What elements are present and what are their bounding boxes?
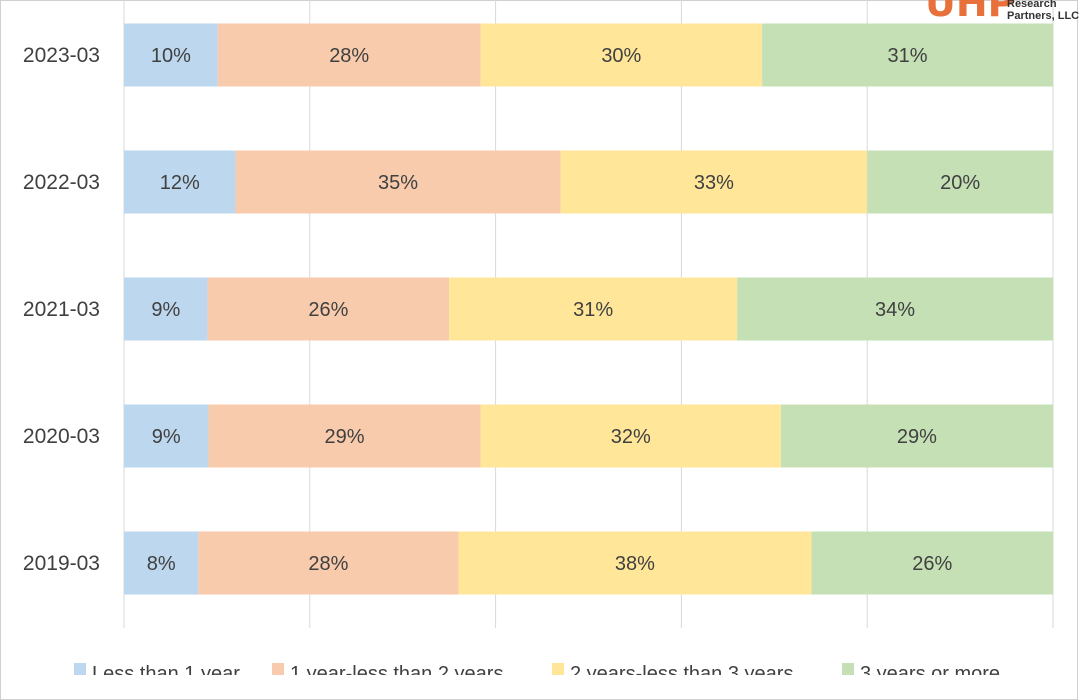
bar-segment [235,150,561,214]
data-label: 8% [147,553,176,575]
company-logo: UHP Research Partners, LLC [925,0,1079,25]
category-label: 2019-03 [23,552,100,575]
category-label: 2020-03 [23,425,100,448]
bar-segment [124,404,209,468]
bar-segment [867,150,1053,214]
bar-segment [207,277,450,341]
data-label: 9% [152,426,181,448]
data-label: 28% [329,45,369,67]
legend-label: 3 years or more [860,663,1000,675]
bars: 10% 28% 30% 31% 12% 35% 33% 20% 9% 26% 31% 34% 9% 29%… [124,23,1053,595]
gridlines [123,0,1054,628]
bar-segment [208,404,481,468]
data-label: 20% [940,172,980,194]
logo-line-2: Partners, LLC [1007,10,1079,22]
data-label: 29% [325,426,365,448]
data-label: 35% [378,172,418,194]
bar-segment [124,277,208,341]
bar-segment [217,23,481,87]
category-label: 2023-03 [23,44,100,67]
data-label: 26% [912,553,952,575]
stacked-bar-chart: 10% 28% 30% 31% 12% 35% 33% 20% 9% 26% 31% 34% 9% 29%… [23,0,1079,675]
legend-swatch [552,663,564,675]
data-label: 9% [151,299,180,321]
data-label: 31% [573,299,613,321]
legend: Less than 1 year 1 year-less than 2 years… [74,663,1000,675]
data-label: 32% [611,426,651,448]
bar-segment [780,404,1053,468]
data-label: 26% [308,299,348,321]
data-label: 28% [308,553,348,575]
bar-segment [124,531,199,595]
logo-mark: UHP [925,0,1016,25]
legend-label: Less than 1 year [92,663,240,675]
bar-segment [560,150,868,214]
legend-swatch [74,663,86,675]
bar-segment [480,404,781,468]
data-label: 38% [615,553,655,575]
category-label: 2021-03 [23,298,100,321]
bar-segment [480,23,763,87]
data-label: 33% [694,172,734,194]
bar-segment [124,23,218,87]
legend-label: 2 years-less than 3 years [570,663,793,675]
bar-segment [124,150,236,214]
data-label: 12% [160,172,200,194]
data-label: 10% [151,45,191,67]
data-label: 31% [888,45,928,67]
logo-line-1: Research [1007,0,1057,10]
bar-segment [449,277,738,341]
category-label: 2022-03 [23,171,100,194]
data-label: 29% [897,426,937,448]
legend-swatch [842,663,854,675]
data-label: 34% [875,299,915,321]
bar-segment [762,23,1053,87]
bar-segment [458,531,812,595]
bar-segment [737,277,1053,341]
category-labels: 2023-03 2022-03 2021-03 2020-03 2019-03 [23,44,100,575]
bar-segment [198,531,459,595]
legend-label: 1 year-less than 2 years [290,663,503,675]
data-label: 30% [601,45,641,67]
bar-segment [811,531,1053,595]
legend-swatch [272,663,284,675]
